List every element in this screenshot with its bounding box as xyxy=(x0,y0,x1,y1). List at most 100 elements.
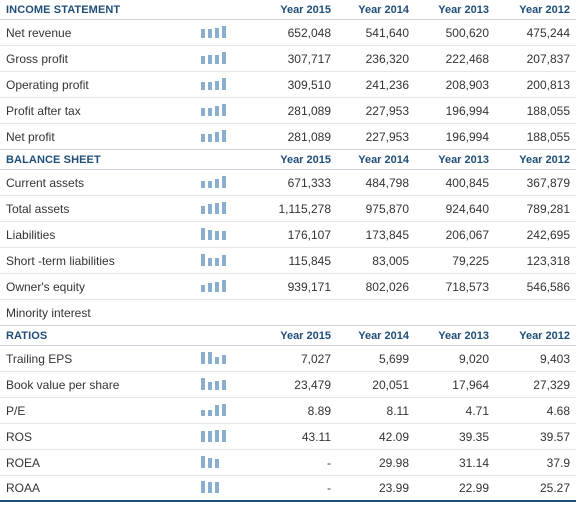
year-header: Year 2015 xyxy=(280,153,331,166)
spark-bar xyxy=(201,431,205,442)
spark-bar xyxy=(222,355,226,364)
value-cell: 39.35 xyxy=(458,429,489,444)
row-label: ROS xyxy=(6,429,33,444)
row-label: Net revenue xyxy=(6,25,72,40)
spark-bar xyxy=(208,410,212,416)
sparkline-chart-icon[interactable] xyxy=(201,254,231,266)
value-cell: 25.27 xyxy=(539,481,570,495)
value-cell: 37.9 xyxy=(546,455,570,470)
value-cell: 309,510 xyxy=(287,77,331,92)
spark-bar xyxy=(222,280,226,292)
sparkline-chart-icon[interactable] xyxy=(201,130,231,142)
spark-bar xyxy=(222,176,226,188)
value-cell: 208,903 xyxy=(445,77,489,92)
spark-bar xyxy=(201,456,205,468)
sparkline-chart-icon[interactable] xyxy=(201,352,231,364)
row-label: ROEA xyxy=(6,455,41,470)
spark-bar xyxy=(215,381,219,390)
value-cell: 475,244 xyxy=(526,25,570,40)
value-cell: 200,813 xyxy=(526,77,570,92)
spark-bar xyxy=(222,130,226,142)
section-header: INCOME STATEMENT Year 2015 Year 2014 Year 2… xyxy=(0,0,576,20)
table-row: Total assets 1,115,278 975,870 924,640 789,2… xyxy=(0,196,576,222)
value-cell: 222,468 xyxy=(445,51,489,66)
spark-bar xyxy=(208,181,212,188)
spark-bar xyxy=(208,352,212,364)
value-cell: 9,403 xyxy=(539,351,570,366)
sparkline-chart-icon[interactable] xyxy=(201,228,231,240)
row-label: Book value per share xyxy=(6,377,120,392)
value-cell: 546,586 xyxy=(526,279,570,294)
value-cell: 281,089 xyxy=(287,129,331,144)
year-header: Year 2013 xyxy=(438,153,489,166)
value-cell: 652,048 xyxy=(287,25,331,40)
spark-bar xyxy=(201,254,205,266)
year-header: Year 2012 xyxy=(519,153,570,166)
table-row: Gross profit 307,717 236,320 222,468 207,837 xyxy=(0,46,576,72)
spark-bar xyxy=(208,258,212,266)
spark-bar xyxy=(222,26,226,38)
value-cell: 83,005 xyxy=(372,253,409,268)
year-header: Year 2012 xyxy=(519,3,570,16)
value-cell: 241,236 xyxy=(365,77,409,92)
value-cell: 31.14 xyxy=(458,455,489,470)
spark-bar xyxy=(215,106,219,116)
value-cell: 176,107 xyxy=(287,227,331,242)
spark-bar xyxy=(201,134,205,142)
table-row: Net profit 281,089 227,953 196,994 188,055 xyxy=(0,124,576,150)
spark-bar xyxy=(201,56,205,64)
spark-bar xyxy=(215,357,219,364)
table-row: Short -term liabilities 115,845 83,005 79,2… xyxy=(0,248,576,274)
value-cell: 236,320 xyxy=(365,51,409,66)
value-cell: 281,089 xyxy=(287,103,331,118)
spark-bar xyxy=(222,104,226,116)
spark-bar xyxy=(208,204,212,214)
value-cell: 115,845 xyxy=(288,253,332,268)
value-cell: 188,055 xyxy=(526,129,570,144)
table-row: Net revenue 652,048 541,640 500,620 475,244 xyxy=(0,20,576,46)
value-cell: 227,953 xyxy=(365,103,409,118)
sparkline-chart-icon[interactable] xyxy=(201,430,231,442)
sparkline-chart-icon[interactable] xyxy=(201,404,231,416)
section-header: RATIOS Year 2015 Year 2014 Year 2013 Year 20… xyxy=(0,326,576,346)
spark-bar xyxy=(208,82,212,90)
value-cell: 20,051 xyxy=(372,377,409,392)
spark-bar xyxy=(208,108,212,116)
row-label: Minority interest xyxy=(6,305,91,320)
spark-bar xyxy=(215,231,219,240)
sparkline-chart-icon[interactable] xyxy=(201,52,231,64)
sparkline-chart-icon[interactable] xyxy=(201,176,231,188)
value-cell: 400,845 xyxy=(445,175,489,190)
value-cell: 4.71 xyxy=(465,403,489,418)
sparkline-chart-icon[interactable] xyxy=(201,378,231,390)
spark-bar xyxy=(201,378,205,390)
spark-bar xyxy=(222,430,226,442)
table-row: Liabilities 176,107 173,845 206,067 242,695 xyxy=(0,222,576,248)
sparkline-chart-icon[interactable] xyxy=(201,78,231,90)
table-row: Book value per share 23,479 20,051 17,964 27… xyxy=(0,372,576,398)
value-cell: 188,055 xyxy=(526,103,570,118)
sparkline-chart-icon[interactable] xyxy=(201,280,231,292)
sparkline-chart-icon[interactable] xyxy=(201,26,231,38)
row-label: Short -term liabilities xyxy=(6,253,115,268)
spark-bar xyxy=(222,255,226,266)
value-cell: 27,329 xyxy=(533,377,570,392)
table-row: Operating profit 309,510 241,236 208,903 200… xyxy=(0,72,576,98)
spark-bar xyxy=(208,230,212,240)
spark-bar xyxy=(208,134,212,142)
value-cell: 23.99 xyxy=(378,481,409,495)
sparkline-chart-icon[interactable] xyxy=(201,456,231,468)
spark-bar xyxy=(215,430,219,442)
row-label: Owner's equity xyxy=(6,279,85,294)
value-cell: - xyxy=(327,481,331,495)
spark-bar xyxy=(215,482,219,493)
sparkline-chart-icon[interactable] xyxy=(201,104,231,116)
value-cell: 173,845 xyxy=(365,227,409,242)
spark-bar xyxy=(208,482,212,493)
value-cell: 79,225 xyxy=(452,253,489,268)
spark-bar xyxy=(215,282,219,292)
spark-bar xyxy=(201,181,205,188)
value-cell: 29.98 xyxy=(378,455,409,470)
sparkline-chart-icon[interactable] xyxy=(201,481,231,493)
sparkline-chart-icon[interactable] xyxy=(201,202,231,214)
